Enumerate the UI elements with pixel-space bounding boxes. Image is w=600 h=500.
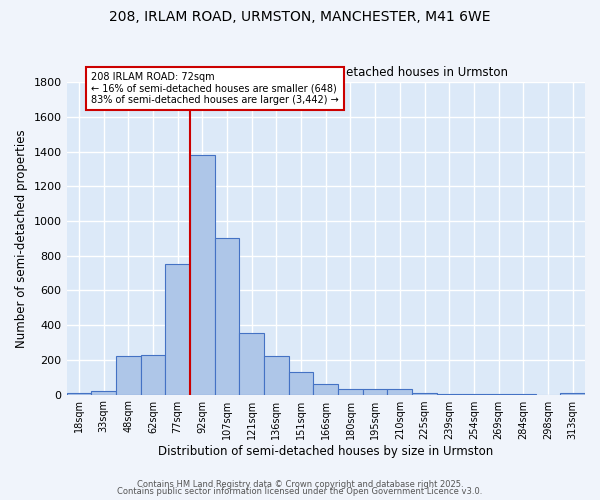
Bar (165, 264, 190, 394)
Bar (560, 393, 585, 394)
Bar (338, 390, 363, 394)
Text: Contains public sector information licensed under the Open Government Licence v3: Contains public sector information licen… (118, 488, 482, 496)
Bar (289, 372, 313, 394)
Text: Contains HM Land Registry data © Crown copyright and database right 2025.: Contains HM Land Registry data © Crown c… (137, 480, 463, 489)
Bar (67, 393, 91, 394)
Bar (239, 333, 264, 394)
Bar (190, 155, 215, 394)
Bar (388, 388, 412, 394)
Bar (140, 354, 165, 395)
X-axis label: Distribution of semi-detached houses by size in Urmston: Distribution of semi-detached houses by … (158, 444, 493, 458)
Bar (215, 238, 239, 394)
Bar (91, 391, 116, 394)
Bar (363, 390, 388, 394)
Bar (116, 356, 140, 395)
Bar (264, 356, 289, 395)
Bar (313, 384, 338, 394)
Y-axis label: Number of semi-detached properties: Number of semi-detached properties (15, 129, 28, 348)
Text: 208, IRLAM ROAD, URMSTON, MANCHESTER, M41 6WE: 208, IRLAM ROAD, URMSTON, MANCHESTER, M4… (109, 10, 491, 24)
Text: 208 IRLAM ROAD: 72sqm
← 16% of semi-detached houses are smaller (648)
83% of sem: 208 IRLAM ROAD: 72sqm ← 16% of semi-deta… (91, 72, 339, 105)
Title: Size of property relative to semi-detached houses in Urmston: Size of property relative to semi-detach… (144, 66, 508, 80)
Bar (412, 393, 437, 394)
